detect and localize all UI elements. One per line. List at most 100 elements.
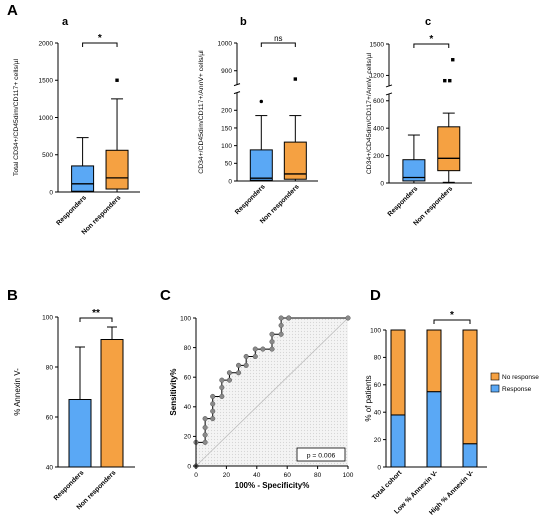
axis-break-mark <box>233 83 241 87</box>
sub-label-c: c <box>425 16 431 28</box>
y-tick-label: 2000 <box>39 40 54 47</box>
y-tick-label: 100 <box>221 143 232 150</box>
box-iqr <box>283 141 307 180</box>
y-tick-label: 40 <box>46 464 54 471</box>
y-tick-label: 80 <box>374 355 382 362</box>
legend-label: No response <box>502 374 539 381</box>
x-tick-label: 20 <box>223 472 231 479</box>
x-axis-title: 100% - Specificity% <box>235 481 310 490</box>
y-tick-label: 1000 <box>218 40 233 47</box>
axis-break-mark <box>233 91 241 95</box>
significance-bracket <box>413 43 450 48</box>
roc-point <box>219 385 225 391</box>
outlier-point <box>448 78 452 83</box>
y-axis-title: Total CD34+/CD45dim/CD117+ cells/µl <box>13 58 20 176</box>
y-tick-label: 0 <box>49 189 53 196</box>
roc-point <box>252 346 258 352</box>
roc-point <box>243 353 249 360</box>
y-axis-title: % Annexin V- <box>13 368 22 416</box>
stacked-bar-segment <box>462 329 478 445</box>
y-tick-label: 40 <box>374 410 382 417</box>
roc-point <box>286 315 292 321</box>
y-tick-label: 1200 <box>370 73 385 80</box>
x-tick-label: 100 <box>343 472 354 479</box>
y-tick-label: 40 <box>184 404 192 411</box>
legend-swatch <box>490 384 500 393</box>
bar <box>68 399 92 468</box>
y-tick-label: 60 <box>184 375 192 382</box>
significance-bracket <box>433 319 471 324</box>
box-iqr <box>249 149 273 181</box>
x-tick-label: Total cohort <box>371 469 404 502</box>
roc-point <box>226 370 232 376</box>
stacked-bar-segment <box>462 443 478 468</box>
p-value-box <box>296 447 346 462</box>
x-tick-label: Responders <box>234 183 267 216</box>
roc-point <box>260 346 266 352</box>
y-tick-label: 0 <box>380 180 384 187</box>
y-tick-label: 50 <box>225 161 233 168</box>
x-tick-label: 0 <box>194 472 198 479</box>
panel-label-A: A <box>7 2 18 19</box>
y-tick-label: 500 <box>42 152 53 159</box>
y-tick-label: 0 <box>377 464 381 471</box>
outlier-point <box>443 78 447 83</box>
roc-point <box>202 424 208 431</box>
y-tick-label: 20 <box>184 434 192 441</box>
roc-point <box>210 416 216 422</box>
y-axis-title: % of patients <box>364 375 373 421</box>
y-tick-label: 200 <box>221 108 232 115</box>
x-tick-label: Responders <box>55 194 88 227</box>
y-tick-label: 1000 <box>39 115 54 122</box>
axis-break-mark <box>385 92 393 96</box>
y-axis-title: CD34+/CD45dim/CD117+/AnnV+ cells/µl <box>198 50 205 174</box>
box-iqr <box>71 165 95 192</box>
roc-point <box>236 370 242 376</box>
box-iqr <box>105 149 129 190</box>
roc-point <box>278 315 284 321</box>
stacked-bar-segment <box>390 414 406 468</box>
outlier-point <box>451 58 455 62</box>
y-tick-label: 400 <box>373 125 384 132</box>
y-tick-label: 1500 <box>39 78 54 85</box>
roc-point <box>219 377 225 383</box>
outlier-point <box>259 99 263 104</box>
roc-point <box>252 353 258 360</box>
roc-point <box>278 322 284 328</box>
x-tick-label: Responders <box>53 469 86 502</box>
roc-point <box>269 331 275 337</box>
significance-label: * <box>98 33 102 44</box>
stacked-bar-segment <box>426 329 442 393</box>
outlier-point <box>115 78 119 82</box>
x-tick-label: 80 <box>314 472 322 479</box>
roc-point <box>210 401 216 407</box>
roc-point <box>278 331 284 337</box>
roc-point <box>243 362 249 368</box>
x-tick-label: 40 <box>253 472 261 479</box>
significance-bracket <box>82 42 118 47</box>
x-tick-label: 60 <box>284 472 292 479</box>
roc-point <box>219 393 225 399</box>
y-tick-label: 100 <box>42 314 53 321</box>
x-tick-label: Non responders <box>412 185 454 227</box>
axis-break-mark <box>385 84 393 88</box>
chart-roc-curve: 0 20 40 60 80 100 0 20 40 60 80 100 p = 0.006 100% - … <box>169 315 354 490</box>
roc-point <box>210 393 216 399</box>
y-tick-label: 200 <box>373 153 384 160</box>
significance-bracket <box>79 317 113 322</box>
panel-label-B: B <box>7 287 18 304</box>
y-tick-label: 80 <box>184 345 192 352</box>
sub-label-b: b <box>240 16 247 28</box>
box-iqr <box>402 159 426 182</box>
y-tick-label: 900 <box>221 68 232 75</box>
roc-point <box>226 377 232 383</box>
outlier-point <box>293 77 298 81</box>
y-tick-label: 60 <box>374 382 382 389</box>
y-tick-label: 1500 <box>370 41 385 48</box>
y-axis-title: CD34+/CD45dim/CD117+/AnnV- cells/µl <box>366 52 373 174</box>
significance-label: * <box>450 310 454 321</box>
